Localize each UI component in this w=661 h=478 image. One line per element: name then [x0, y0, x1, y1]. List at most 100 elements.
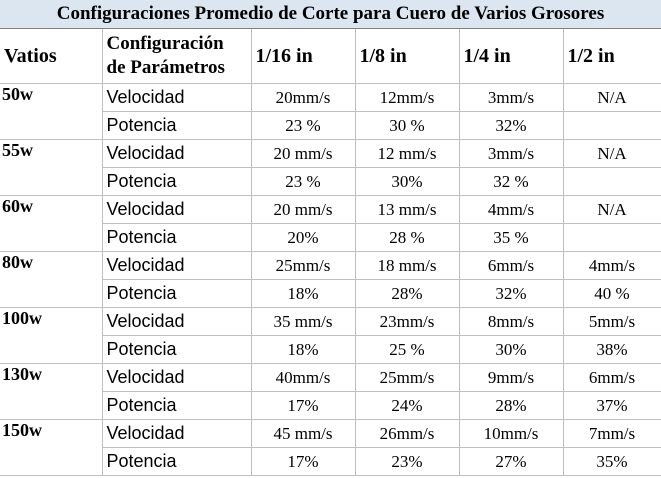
header-thickness-1-8: 1/8 in [355, 29, 460, 84]
speed-value-cell: N/A [563, 83, 661, 112]
speed-value-cell: 12mm/s [355, 83, 460, 112]
power-label: Potencia [102, 223, 252, 252]
wattage-cell: 130w [0, 363, 103, 392]
header-thickness-1-2: 1/2 in [563, 29, 661, 84]
header-param-line2: de Parámetros [106, 57, 225, 78]
wattage-cell: 150w [0, 419, 103, 448]
speed-value-cell: 13 mm/s [355, 195, 460, 224]
wattage-cell: 80w [0, 251, 103, 280]
table-body: 50w Velocidad 20mm/s 12mm/s 3mm/s N/A Potencia… [0, 83, 661, 476]
table-row-speed: 80w Velocidad 25mm/s 18 mm/s 6mm/s 4mm/s [0, 251, 661, 280]
speed-value-cell: 12 mm/s [355, 139, 460, 168]
wattage-cell: 100w [0, 307, 103, 336]
header-row: Vatios Configuración de Parámetros 1/16 … [0, 29, 661, 84]
speed-value-cell: 3mm/s [459, 139, 564, 168]
power-value-cell: 37% [563, 391, 661, 420]
table-row-power: Potencia 23 % 30% 32 % [0, 167, 661, 196]
power-value-cell: 40 % [563, 279, 661, 308]
power-label: Potencia [102, 391, 252, 420]
power-value-cell: 20% [251, 223, 356, 252]
speed-value-cell: 9mm/s [459, 363, 564, 392]
table-row-power: Potencia 18% 25 % 30% 38% [0, 335, 661, 364]
power-value-cell: 30% [355, 167, 460, 196]
wattage-cell [0, 335, 103, 364]
speed-value-cell: 25mm/s [251, 251, 356, 280]
power-value-cell [563, 223, 661, 252]
wattage-cell: 55w [0, 139, 103, 168]
power-value-cell: 32 % [459, 167, 564, 196]
header-param-line1: Configuración [106, 33, 224, 54]
power-value-cell: 18% [251, 335, 356, 364]
speed-value-cell: 26mm/s [355, 419, 460, 448]
wattage-cell [0, 167, 103, 196]
speed-value-cell: 5mm/s [563, 307, 661, 336]
speed-value-cell: 6mm/s [563, 363, 661, 392]
header-watts: Vatios [0, 29, 103, 84]
speed-value-cell: 40mm/s [251, 363, 356, 392]
power-value-cell: 30% [459, 335, 564, 364]
speed-value-cell: 10mm/s [459, 419, 564, 448]
header-thickness-1-4: 1/4 in [459, 29, 564, 84]
table-row-power: Potencia 17% 24% 28% 37% [0, 391, 661, 420]
power-value-cell: 28% [459, 391, 564, 420]
header-parameters: Configuración de Parámetros [102, 29, 252, 84]
table-row-power: Potencia 20% 28 % 35 % [0, 223, 661, 252]
speed-value-cell: 18 mm/s [355, 251, 460, 280]
table-row-speed: 130w Velocidad 40mm/s 25mm/s 9mm/s 6mm/s [0, 363, 661, 392]
header-thickness-1-16: 1/16 in [251, 29, 356, 84]
speed-label: Velocidad [102, 419, 252, 448]
wattage-cell [0, 391, 103, 420]
speed-value-cell: 20mm/s [251, 83, 356, 112]
table-row-power: Potencia 17% 23% 27% 35% [0, 447, 661, 476]
power-value-cell: 18% [251, 279, 356, 308]
speed-value-cell: 20 mm/s [251, 139, 356, 168]
wattage-cell: 60w [0, 195, 103, 224]
speed-value-cell: 8mm/s [459, 307, 564, 336]
power-value-cell: 24% [355, 391, 460, 420]
speed-value-cell: 45 mm/s [251, 419, 356, 448]
power-value-cell [563, 167, 661, 196]
wattage-cell: 50w [0, 83, 103, 112]
table-row-speed: 55w Velocidad 20 mm/s 12 mm/s 3mm/s N/A [0, 139, 661, 168]
power-value-cell: 38% [563, 335, 661, 364]
power-label: Potencia [102, 447, 252, 476]
speed-label: Velocidad [102, 307, 252, 336]
power-value-cell: 27% [459, 447, 564, 476]
speed-value-cell: 7mm/s [563, 419, 661, 448]
speed-value-cell: N/A [563, 195, 661, 224]
wattage-cell [0, 447, 103, 476]
wattage-cell [0, 111, 103, 140]
power-label: Potencia [102, 335, 252, 364]
speed-value-cell: 6mm/s [459, 251, 564, 280]
power-value-cell: 32% [459, 111, 564, 140]
speed-label: Velocidad [102, 195, 252, 224]
power-value-cell: 35 % [459, 223, 564, 252]
power-value-cell: 28% [355, 279, 460, 308]
speed-value-cell: 25mm/s [355, 363, 460, 392]
cutting-settings-table: Vatios Configuración de Parámetros 1/16 … [0, 29, 661, 476]
power-label: Potencia [102, 167, 252, 196]
power-value-cell: 28 % [355, 223, 460, 252]
wattage-cell [0, 279, 103, 308]
speed-value-cell: 3mm/s [459, 83, 564, 112]
power-value-cell: 23% [355, 447, 460, 476]
speed-label: Velocidad [102, 139, 252, 168]
speed-label: Velocidad [102, 363, 252, 392]
power-value-cell: 30 % [355, 111, 460, 140]
table-row-speed: 150w Velocidad 45 mm/s 26mm/s 10mm/s 7mm/s [0, 419, 661, 448]
table-row-speed: 60w Velocidad 20 mm/s 13 mm/s 4mm/s N/A [0, 195, 661, 224]
power-value-cell: 25 % [355, 335, 460, 364]
wattage-cell [0, 223, 103, 252]
power-value-cell: 17% [251, 391, 356, 420]
power-label: Potencia [102, 279, 252, 308]
table-title: Configuraciones Promedio de Corte para C… [0, 0, 661, 29]
power-value-cell [563, 111, 661, 140]
table-row-speed: 100w Velocidad 35 mm/s 23mm/s 8mm/s 5mm/s [0, 307, 661, 336]
power-value-cell: 17% [251, 447, 356, 476]
power-value-cell: 23 % [251, 111, 356, 140]
table-row-power: Potencia 18% 28% 32% 40 % [0, 279, 661, 308]
power-value-cell: 23 % [251, 167, 356, 196]
speed-value-cell: 23mm/s [355, 307, 460, 336]
power-label: Potencia [102, 111, 252, 140]
table-row-speed: 50w Velocidad 20mm/s 12mm/s 3mm/s N/A [0, 83, 661, 112]
